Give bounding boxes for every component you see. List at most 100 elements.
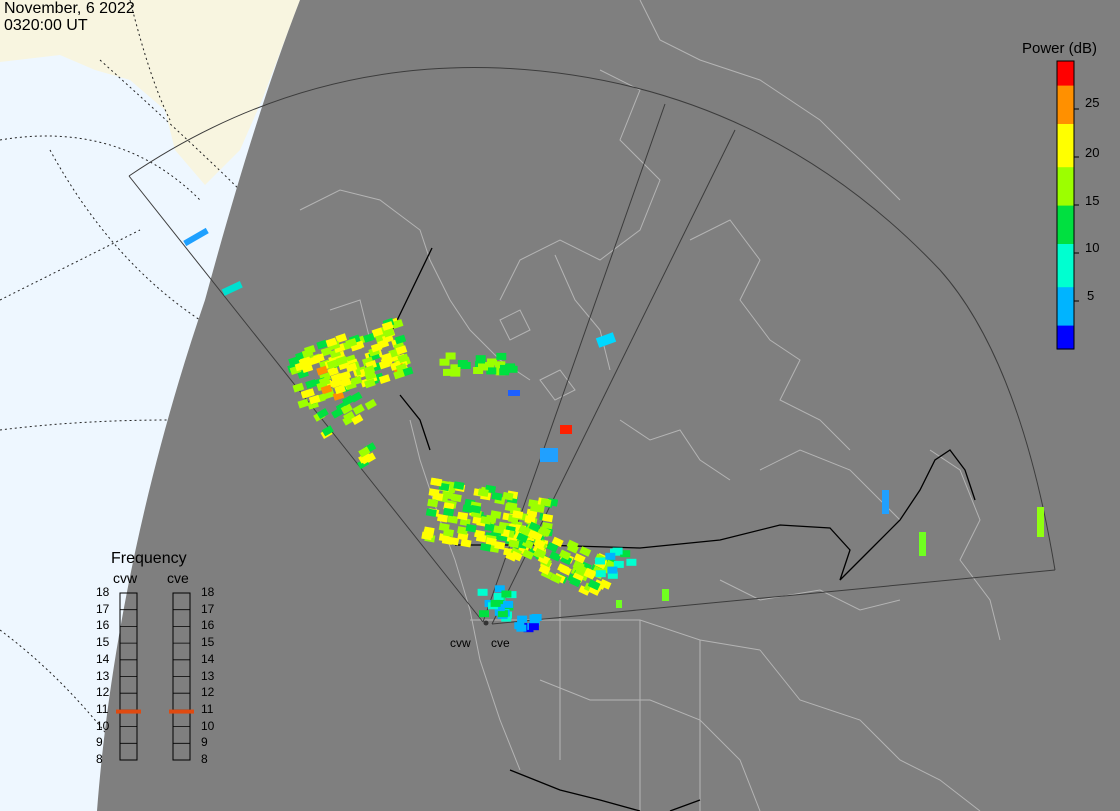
scatter-cell: [512, 510, 524, 519]
colorbar-swatch: [1057, 147, 1074, 153]
colorbar-swatch: [1057, 80, 1074, 86]
scatter-cell: [477, 588, 488, 596]
scatter-cell: [477, 488, 489, 497]
colorbar-swatch: [1057, 224, 1074, 230]
scatter-cell: [529, 614, 540, 622]
scatter-cell: [588, 585, 601, 596]
date-label: November, 6 2022: [4, 0, 135, 17]
scatter-cell: [501, 590, 512, 598]
scatter-cell: [342, 395, 355, 407]
scatter-cell: [522, 549, 535, 560]
scatter-cell: [573, 553, 586, 564]
scatter-cell: [533, 538, 546, 549]
scatter-cell: [527, 529, 540, 541]
scatter-cell: [480, 515, 492, 525]
colorbar-swatch: [1057, 104, 1074, 110]
scatter-cell: [566, 539, 579, 551]
scatter-cell: [505, 363, 516, 371]
scatter-cell: [441, 536, 453, 545]
scatter-cell: [431, 477, 443, 487]
scatter-cell: [313, 353, 325, 364]
colorbar-swatch: [1057, 123, 1074, 129]
scatter-cell: [453, 481, 465, 490]
scatter-cell: [318, 376, 331, 387]
frequency-scale-label-right: 10: [201, 718, 215, 733]
scatter-cell: [321, 425, 334, 437]
scatter-cell: [514, 622, 525, 630]
colorbar-swatch: [1057, 325, 1074, 331]
daylight-land: [0, 0, 300, 185]
frequency-marker-cvw: [116, 709, 141, 714]
scatter-cell: [559, 564, 572, 576]
scatter-cell: [364, 398, 377, 410]
colorbar-swatch: [1057, 200, 1074, 206]
frequency-scale-label-right: 8: [201, 752, 208, 766]
scatter-cell: [549, 551, 562, 562]
scatter-cell: [304, 345, 316, 355]
colorbar-swatch: [1057, 281, 1074, 288]
colorbar-swatch: [1057, 94, 1074, 100]
scatter-cell: [350, 375, 363, 386]
frequency-scale-label-left: 13: [96, 668, 110, 683]
scatter-cell: [474, 529, 486, 539]
colorbar-swatch: [1057, 137, 1074, 144]
scatter-cell: [305, 379, 317, 389]
scatter-cell: [540, 498, 552, 507]
colorbar-swatch: [1057, 128, 1074, 134]
frequency-scale-label-right: 16: [201, 618, 215, 633]
scatter-cell: [443, 507, 455, 517]
scatter-cell: [572, 562, 585, 574]
colorbar-swatch: [1057, 166, 1074, 172]
scatter-cell: [334, 384, 346, 395]
scatter-cell: [457, 526, 469, 535]
colorbar-swatch: [1057, 109, 1074, 115]
frequency-scale-label-right: 11: [201, 701, 214, 716]
borders: [389, 247, 976, 811]
scatter-cell: [502, 491, 514, 501]
scatter-cell: [340, 403, 353, 415]
colorbar-swatch: [1057, 61, 1074, 67]
scatter-cell: [339, 377, 352, 388]
frequency-scale-label-right: 13: [201, 668, 215, 683]
scatter-cell: [320, 346, 333, 357]
scatter-cell: [427, 498, 439, 508]
colorbar-swatch: [1057, 89, 1074, 96]
scatter-cell: [371, 327, 384, 338]
scatter-cell: [331, 407, 344, 419]
scatter-cell: [529, 618, 540, 626]
scatter-cell: [569, 576, 582, 588]
scatter-cell: [292, 382, 305, 393]
colorbar-swatch: [1057, 329, 1074, 336]
scatter-cell: [335, 333, 348, 344]
scatter-cell: [332, 391, 345, 401]
scatter-cell: [308, 394, 321, 405]
scatter-cell: [595, 557, 605, 565]
scatter-cell: [516, 532, 529, 543]
colorbar-swatch: [1057, 334, 1074, 340]
scatter-cell: [442, 528, 455, 538]
colorbar: [1056, 60, 1079, 350]
colorbar-tick: 15: [1085, 193, 1100, 208]
night-shading: [97, 0, 1120, 811]
colorbar-swatch: [1057, 209, 1074, 216]
colorbar-swatch: [1057, 171, 1074, 177]
scatter-cell: [491, 491, 503, 501]
scatter-cell: [450, 364, 461, 372]
scatter-cell: [443, 368, 453, 376]
colorbar-swatch: [1057, 262, 1074, 268]
colorbar-swatch: [1057, 315, 1074, 321]
colorbar-swatch: [1057, 296, 1074, 302]
freq-radar-label-cve: cve: [167, 570, 189, 586]
frequency-scale-label-left: 15: [96, 635, 110, 650]
scatter-cell: [457, 511, 469, 521]
scatter-cell: [500, 364, 510, 372]
frequency-dials: [116, 592, 194, 761]
scatter-cell: [445, 352, 456, 360]
scatter-cell: [607, 566, 618, 574]
colorbar-tick: 10: [1085, 240, 1100, 255]
scatter-cell: [326, 359, 339, 370]
scatter-cell: [358, 446, 371, 458]
frequency-title: Frequency: [111, 550, 187, 567]
scatter-cell: [497, 610, 508, 618]
scatter-cell: [343, 411, 356, 423]
